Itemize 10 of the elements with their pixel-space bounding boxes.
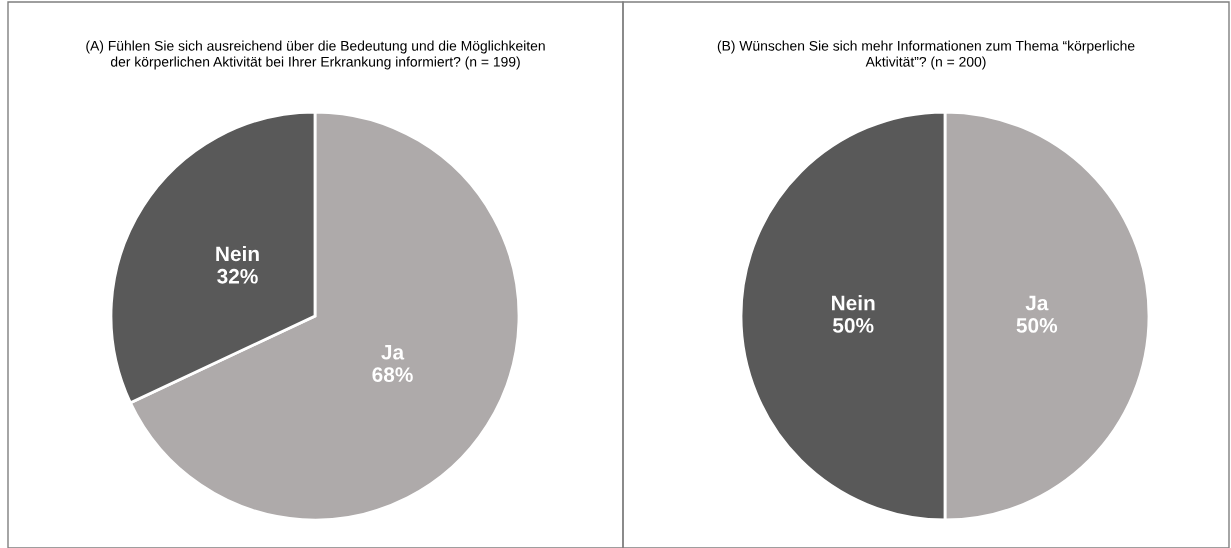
chart-title: (B) Wünschen Sie sich mehr Informationen zum Thema “körperliche Aktivität”? (n = 200)	[717, 40, 1135, 70]
data-label: 50%	[1016, 318, 1058, 333]
data-label: 50%	[832, 318, 874, 333]
slice-label: Nein	[216, 245, 259, 262]
data-label: 32%	[217, 268, 258, 284]
slice-label: Ja	[381, 345, 405, 360]
slice-label: Ja	[1025, 295, 1049, 311]
data-label: 68%	[372, 367, 413, 382]
chart-title: (A) Fühlen Sie sich ausreichend über die Bedeutung und die Möglichkeiten der körperlichen Aktivität bei Ihrer Erkrankung informiert? (n = 199)	[86, 40, 545, 70]
slice-label: Nein	[832, 295, 875, 311]
